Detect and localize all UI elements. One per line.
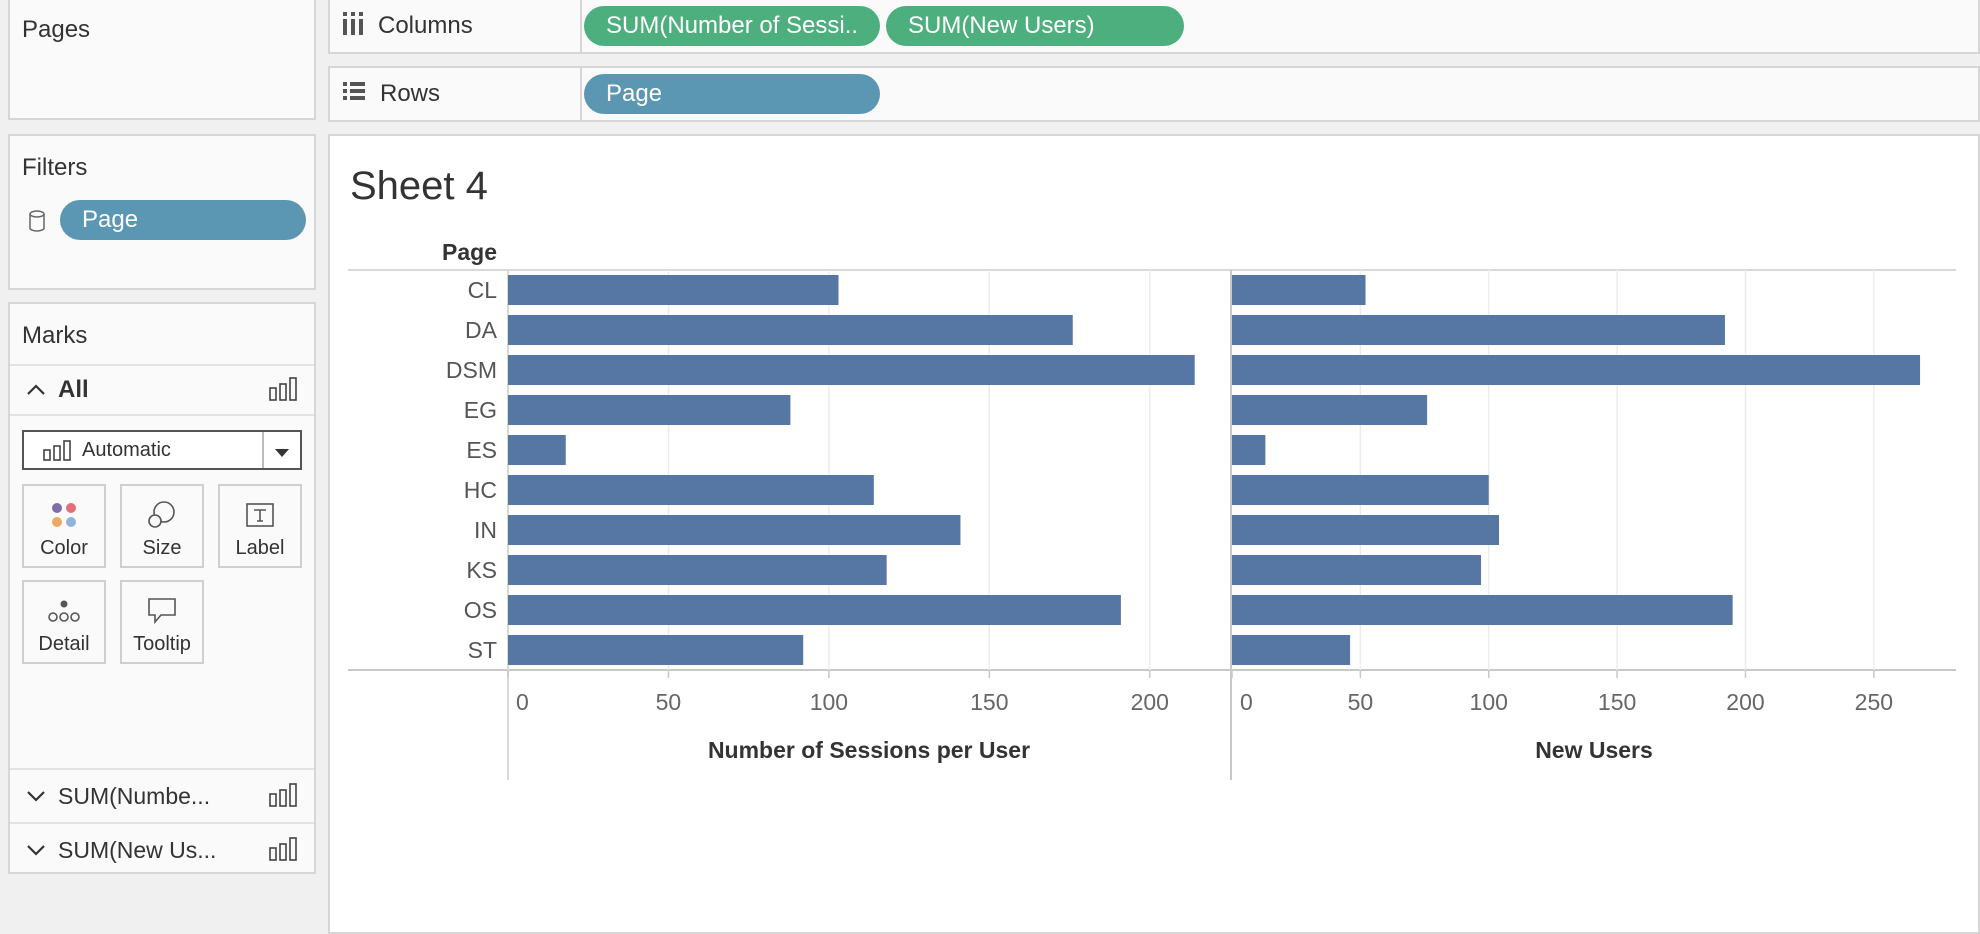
category-label: CL [468,277,498,303]
rows-shelf: Rows Page [328,66,1980,122]
dropdown-arrow-icon[interactable] [274,445,290,463]
bar-chart-icon [268,782,298,814]
columns-label: Columns [378,12,473,39]
mark-type-dropdown[interactable]: Automatic [22,430,302,470]
color-icon [24,498,104,532]
bar-cl[interactable] [508,275,839,305]
tick-label: 100 [1470,689,1508,715]
tick-label: 50 [1348,689,1374,715]
detail-icon [24,594,104,628]
detail-label: Detail [38,633,90,655]
size-button[interactable]: Size [120,484,204,568]
category-label: IN [474,517,497,543]
filters-panel: Filters Page [8,134,316,290]
tick-label: 50 [656,689,682,715]
bar-os[interactable] [1232,595,1733,625]
chevron-down-icon[interactable] [26,783,46,810]
tick-label: 0 [1240,689,1253,715]
label-button[interactable]: Label [218,484,302,568]
category-label: DSM [446,357,497,383]
bar-dsm[interactable] [1232,355,1921,385]
mark-type-value: Automatic [82,439,171,461]
filter-pill-page[interactable]: Page [60,200,306,240]
columns-shelf: Columns SUM(Number of Sessi.. SUM(New Us… [328,0,1980,54]
bar-hc[interactable] [1232,475,1489,505]
bar-da[interactable] [1232,315,1725,345]
bar-ks[interactable] [508,555,887,585]
tick-label: 200 [1131,689,1169,715]
tooltip-button[interactable]: Tooltip [120,580,204,664]
marks-measure-row[interactable]: SUM(Numbe... [10,768,314,822]
size-icon [122,498,202,532]
bar-da[interactable] [508,315,1073,345]
measure-label: SUM(New Us... [58,836,217,863]
chevron-down-icon[interactable] [26,837,46,864]
bar-chart-icon [268,376,298,407]
tooltip-label: Tooltip [133,633,191,655]
tick-label: 0 [516,689,529,715]
column-pill-new-users[interactable]: SUM(New Users) [886,6,1184,46]
category-label: EG [464,397,497,423]
tick-label: 150 [1598,689,1636,715]
text-label-icon [220,498,300,532]
bar-dsm[interactable] [508,355,1195,385]
color-button[interactable]: Color [22,484,106,568]
category-label: OS [464,597,497,623]
category-label: ES [466,437,497,463]
marks-title: Marks [22,322,88,349]
chevron-up-icon[interactable] [26,382,46,401]
marks-panel: Marks All Automatic Color Size Label [8,302,316,874]
pages-title: Pages [22,16,91,43]
rows-label: Rows [380,80,441,107]
measure-label: SUM(Numbe... [58,782,211,809]
category-label: DA [465,317,498,343]
pages-panel: Pages [8,0,316,120]
label-label: Label [235,537,285,559]
tick-label: 200 [1726,689,1764,715]
bar-es[interactable] [1232,435,1266,465]
bar-st[interactable] [1232,635,1351,665]
bar-hc[interactable] [508,475,874,505]
marks-measure-row[interactable]: SUM(New Us... [10,822,314,876]
sheet-title: Sheet 4 [350,164,488,208]
bar-os[interactable] [508,595,1121,625]
bar-in[interactable] [1232,515,1500,545]
row-header: Page [442,239,497,265]
category-label: ST [468,637,497,663]
bar-ks[interactable] [1232,555,1482,585]
bar-eg[interactable] [1232,395,1428,425]
row-pill-page[interactable]: Page [584,74,880,114]
category-label: HC [464,477,497,503]
columns-icon [342,11,364,42]
color-label: Color [40,537,88,559]
filters-title: Filters [22,154,88,181]
bar-cl[interactable] [1232,275,1366,305]
bar-in[interactable] [508,515,961,545]
rows-icon [342,80,366,108]
tick-label: 100 [810,689,848,715]
detail-button[interactable]: Detail [22,580,106,664]
category-label: KS [466,557,497,583]
tick-label: 250 [1855,689,1893,715]
size-label: Size [142,537,182,559]
database-icon [28,210,46,237]
bar-chart-icon [268,836,298,868]
column-pill-sessions[interactable]: SUM(Number of Sessi.. [584,6,880,46]
bar-chart-icon [42,440,72,467]
tooltip-icon [122,594,202,628]
axis-title: New Users [1535,737,1653,763]
bar-es[interactable] [508,435,566,465]
bar-eg[interactable] [508,395,791,425]
axis-title: Number of Sessions per User [708,737,1030,763]
tick-label: 150 [970,689,1008,715]
marks-all-label[interactable]: All [58,376,89,403]
bar-st[interactable] [508,635,804,665]
